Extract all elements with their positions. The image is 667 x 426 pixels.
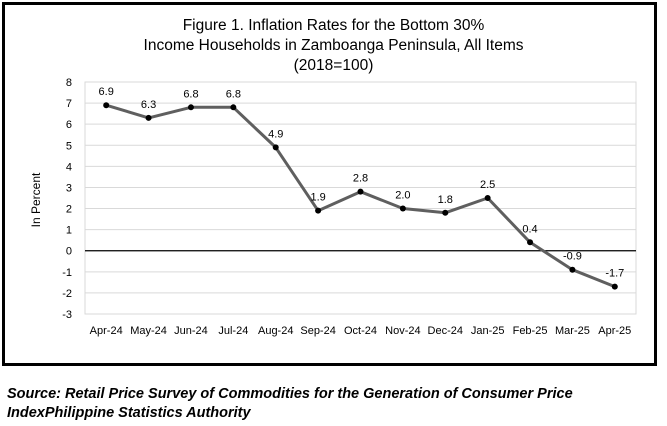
x-tick-label: Apr-25 <box>598 325 631 337</box>
x-tick-label: Aug-24 <box>258 325 293 337</box>
y-tick-label: 5 <box>66 140 72 152</box>
data-point <box>103 102 110 109</box>
chart-title-line-2: Income Households in Zamboanga Peninsula… <box>143 37 524 54</box>
data-label: 6.8 <box>226 88 241 100</box>
data-point <box>611 283 618 290</box>
data-point <box>187 104 194 111</box>
data-point <box>569 266 576 273</box>
data-labels: 6.9 6.3 6.8 6.8 4.9 1.9 2.8 2.0 1.8 2.5 0.4 -0.9 -1.… <box>99 86 625 279</box>
data-label: 2.0 <box>395 190 410 202</box>
x-tick-label: Sep-24 <box>300 325 335 337</box>
data-point <box>315 207 322 214</box>
data-label: 6.8 <box>183 88 198 100</box>
data-point <box>484 195 491 201</box>
series <box>103 102 618 290</box>
y-tick-label: -2 <box>62 288 72 300</box>
data-label: -0.9 <box>563 251 582 263</box>
y-axis-label: In Percent <box>29 172 43 227</box>
data-point <box>357 188 364 195</box>
data-label: 2.5 <box>480 179 495 191</box>
y-tick-label: 4 <box>66 161 72 173</box>
data-label: 6.3 <box>141 99 156 111</box>
y-axis-ticks: 8 7 6 5 4 3 2 1 0 -1 -2 -3 <box>62 77 72 321</box>
data-point <box>399 205 406 212</box>
chart-frame <box>2 2 657 366</box>
data-point <box>272 144 279 151</box>
x-tick-label: Apr-24 <box>90 325 123 337</box>
data-label: 4.9 <box>268 128 283 140</box>
data-label: 2.8 <box>353 173 368 185</box>
data-point <box>442 209 449 216</box>
gridlines <box>84 81 637 315</box>
y-tick-label: 8 <box>66 77 72 89</box>
y-tick-label: 0 <box>66 246 72 258</box>
x-axis-ticks: Apr-24 May-24 Jun-24 Jul-24 Aug-24 Sep-24 Oct-… <box>90 325 632 337</box>
source-note: Source: Retail Price Survey of Commoditi… <box>7 386 573 421</box>
x-tick-label: Nov-24 <box>385 325 420 337</box>
y-tick-label: 6 <box>66 119 72 131</box>
data-label: 0.4 <box>522 223 537 235</box>
y-tick-label: 3 <box>66 182 72 194</box>
chart-title-line-3: (2018=100) <box>293 57 374 74</box>
x-tick-label: Dec-24 <box>428 325 463 337</box>
y-tick-label: -3 <box>62 309 72 321</box>
data-point <box>527 239 534 246</box>
x-tick-label: Jan-25 <box>471 325 505 337</box>
chart-title: Figure 1. Inflation Rates for the Bottom… <box>0 16 667 76</box>
x-tick-label: May-24 <box>130 325 167 337</box>
x-tick-label: Oct-24 <box>344 325 377 337</box>
y-tick-label: 1 <box>66 225 72 237</box>
x-tick-label: Mar-25 <box>555 325 590 337</box>
data-label: 1.8 <box>438 194 453 206</box>
data-label: 1.9 <box>310 192 325 204</box>
x-tick-label: Jun-24 <box>174 325 208 337</box>
plot-area <box>84 81 637 315</box>
y-tick-label: 2 <box>66 204 72 216</box>
data-point <box>145 114 152 121</box>
data-label: -1.7 <box>605 268 624 280</box>
x-tick-label: Feb-25 <box>513 325 548 337</box>
series-line <box>105 103 616 288</box>
data-label: 6.9 <box>99 86 114 98</box>
x-tick-label: Jul-24 <box>218 325 248 337</box>
data-point <box>230 104 237 111</box>
y-tick-label: 7 <box>66 98 72 110</box>
y-tick-label: -1 <box>62 267 72 279</box>
line-chart: 8 7 6 5 4 3 2 1 0 -1 -2 -3 Apr-24 May-24 Jun-24 Jul-24… <box>29 77 637 337</box>
chart-title-line-1: Figure 1. Inflation Rates for the Bottom… <box>182 17 485 34</box>
